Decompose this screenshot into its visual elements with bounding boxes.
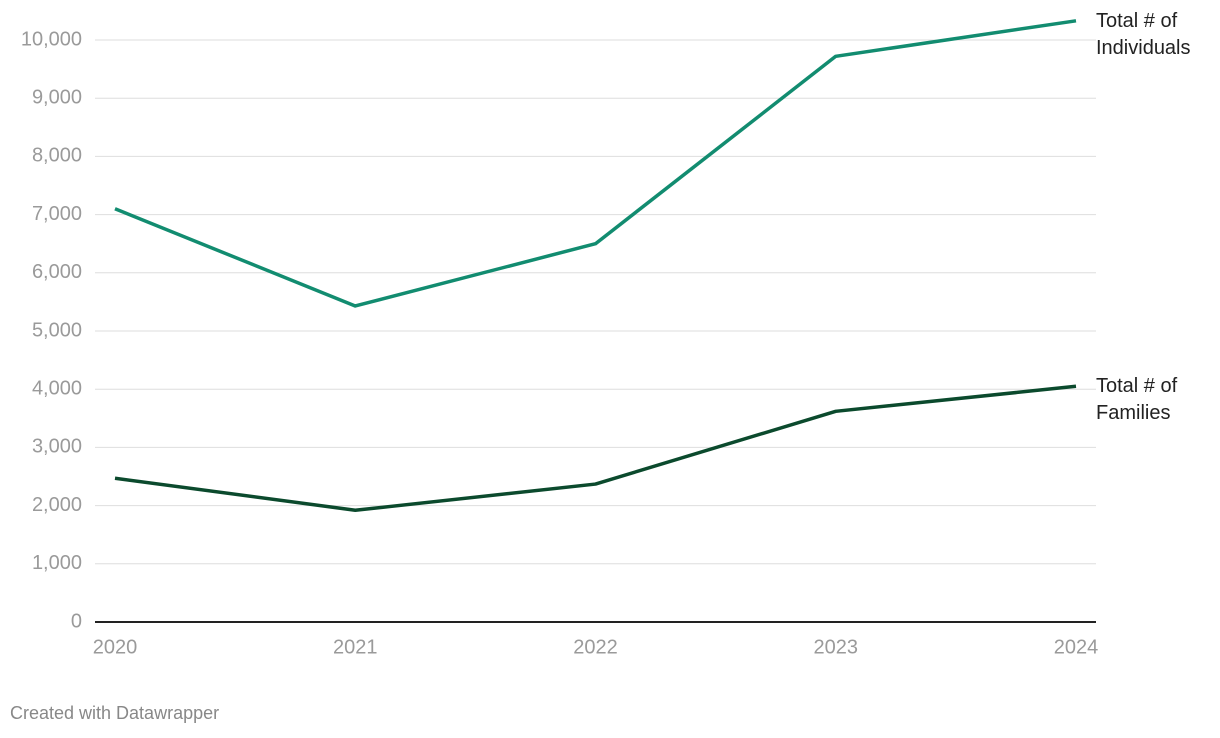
x-tick-label: 2022 [573,636,618,658]
y-tick-label: 2,000 [32,494,82,516]
y-tick-label: 3,000 [32,436,82,458]
series-line [114,19,1077,308]
y-tick-label: 8,000 [32,145,82,167]
series-label: Total # of Individuals [1096,9,1191,59]
credit: Created with Datawrapper [10,703,220,723]
y-tick-label: 10,000 [21,28,82,50]
y-tick-label: 6,000 [32,261,82,283]
y-tick-label: 4,000 [32,377,82,399]
y-tick-label: 5,000 [32,319,82,341]
y-tick-label: 1,000 [32,552,82,574]
y-tick-label: 0 [71,610,82,632]
y-tick-label: 9,000 [32,86,82,108]
series-label: Total # of Families [1096,375,1178,425]
x-tick-label: 2024 [1054,636,1099,658]
x-tick-label: 2021 [333,636,378,658]
x-tick-label: 2023 [814,636,859,658]
x-tick-label: 2020 [93,636,138,658]
series-line [114,384,1077,513]
y-tick-label: 7,000 [32,203,82,225]
